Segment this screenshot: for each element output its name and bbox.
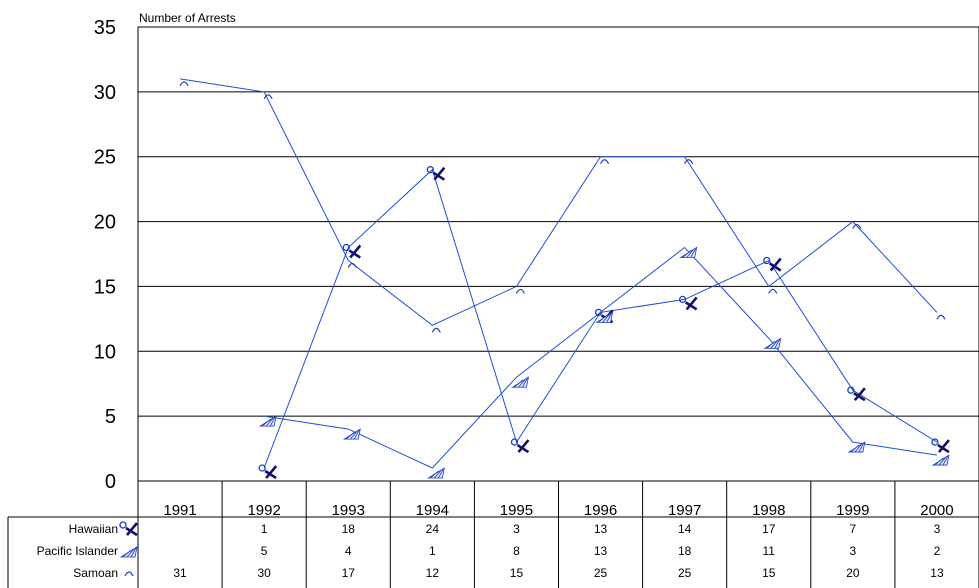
y-tick-label: 25 [94,147,116,169]
legend-key [119,521,138,537]
data-point [511,376,530,388]
data-point [515,288,525,294]
y-axis-label: Number of Arrests [139,11,236,25]
data-label: 14 [678,522,692,536]
y-tick-label: 5 [105,406,116,428]
legend-entry: Hawaiian [69,522,118,536]
y-tick-label: 35 [94,17,116,39]
y-tick-label: 0 [105,471,116,493]
data-label: 1 [429,544,436,558]
x-tick-label: 1998 [752,502,785,519]
x-tick-label: 1991 [163,502,196,519]
data-label: 8 [513,544,520,558]
data-label: 17 [762,522,776,536]
x-tick-label: 1994 [416,502,449,519]
data-label: 3 [850,544,857,558]
data-label: 2 [934,544,941,558]
y-tick-label: 30 [94,82,116,104]
data-point [600,159,610,164]
data-label: 30 [257,566,271,580]
data-label: 1 [261,522,268,536]
data-point [847,386,866,402]
data-point [431,327,441,333]
data-label: 25 [678,566,692,580]
x-tick-label: 1993 [332,502,365,519]
gridlines [138,91,979,417]
data-label: 7 [850,522,857,536]
plot-area [137,26,979,482]
data-label: 31 [173,566,187,580]
data-point [263,94,273,100]
data-label: 11 [763,544,776,558]
data-table: 1991 1992 1993 1994 1995 1996 1997 1998 1999 2000… [7,481,979,588]
data-point [342,428,361,440]
series-line [180,78,938,326]
data-label: 20 [846,566,860,580]
data-label: 3 [934,522,941,536]
data-point [258,415,277,427]
data-point [684,159,694,164]
data-point [342,243,362,259]
legend-entry: Samoan [73,566,118,580]
data-label: 25 [594,566,608,580]
y-axis-ticks: 0 5 10 15 20 25 30 35 [94,17,116,493]
data-point [931,454,950,466]
x-tick-label: 1997 [668,502,701,519]
data-point [768,288,778,294]
y-tick-label: 15 [94,276,116,298]
series-lines [180,78,938,469]
y-tick-label: 10 [94,341,116,363]
data-point [763,256,782,272]
data-label: 18 [678,544,692,558]
data-label: 4 [345,544,352,558]
data-point [936,314,946,320]
data-point [847,441,866,453]
data-point [679,246,698,258]
data-point [763,337,782,349]
data-point [595,311,614,323]
data-point [347,262,357,268]
legend-key [124,571,134,577]
data-point [179,81,189,87]
x-tick-label: 1995 [500,502,533,519]
data-point [510,438,530,454]
data-point [426,166,446,181]
legend-entry: Pacific Islander [37,544,118,558]
data-label: 24 [426,522,440,536]
data-label: 17 [342,566,356,580]
data-label: 5 [261,544,268,558]
data-point [679,295,698,311]
series-line [263,168,938,469]
data-point [852,223,862,229]
data-point [426,467,445,479]
data-label: 3 [513,522,520,536]
data-label: 12 [426,566,440,580]
data-label: 15 [762,566,776,580]
y-tick-label: 20 [94,212,116,234]
series-markers [179,81,950,480]
data-label: 15 [510,566,524,580]
x-tick-label: 1992 [247,502,280,519]
legend-key [119,546,138,558]
x-tick-label: 1996 [584,502,617,519]
data-label: 13 [930,566,944,580]
data-label: 13 [594,522,608,536]
data-point [931,438,950,454]
data-point [258,464,278,480]
data-label: 18 [342,522,356,536]
data-label: 13 [594,544,608,558]
x-tick-label: 1999 [836,502,869,519]
x-tick-label: 2000 [920,502,953,519]
series-line [264,246,937,469]
